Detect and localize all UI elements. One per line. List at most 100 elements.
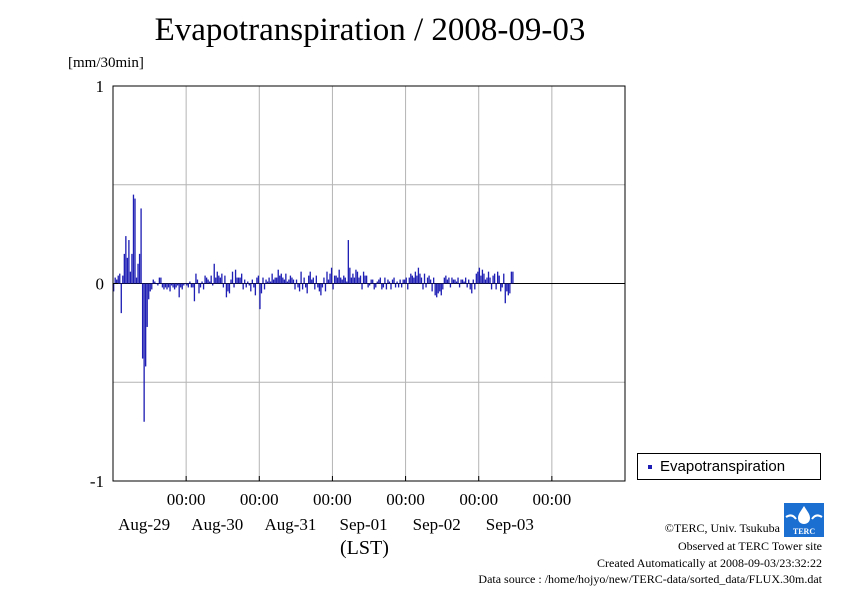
x-tick-day-label: Aug-29 [118,515,170,534]
bar [227,283,229,292]
bar [241,273,243,284]
bar [372,279,374,284]
bar [198,283,200,294]
bar [384,277,386,284]
bar [154,281,156,284]
bar [202,283,205,290]
bar [385,283,388,290]
bar [323,277,325,284]
observed-text: Observed at TERC Tower site [677,539,822,553]
bar [131,253,133,284]
bar [163,283,165,290]
bar [410,273,412,284]
bar [419,273,421,284]
bar [271,273,273,284]
bar [231,271,234,284]
bar [343,275,345,284]
bar [248,283,250,286]
bar [143,283,145,422]
bar [425,283,427,288]
legend-marker [648,465,652,469]
bar [205,277,208,284]
bar [164,283,167,288]
bar [382,283,385,288]
bar [436,283,438,298]
bar [195,273,197,284]
bar [469,283,471,290]
bar [333,275,336,284]
bar [192,283,194,288]
bar [117,275,119,284]
bar [298,283,301,292]
bar [123,253,125,284]
x-tick-day-label: Aug-31 [264,515,316,534]
bar [434,283,436,296]
bar [173,283,176,290]
bar [190,283,193,288]
bar [242,283,244,290]
bar [199,283,202,288]
bar [397,283,400,288]
bar [234,269,237,284]
bar [404,279,406,284]
bar [379,277,381,284]
bar [431,283,433,292]
bar [486,277,488,284]
bar [209,281,211,284]
bar [501,283,503,288]
bar [218,275,220,284]
bar [145,283,147,367]
bar [361,283,363,290]
bar [399,279,401,284]
bar [177,283,179,286]
bar [423,273,426,284]
bar [460,279,462,284]
bar [407,283,409,290]
bar [314,283,316,290]
bar [239,277,241,284]
bar [268,277,270,284]
bar [396,281,398,284]
bar [402,279,404,284]
bar [369,283,371,286]
bar [301,283,304,290]
bar [498,275,500,284]
bar [305,283,307,288]
bar [125,236,127,284]
bar [376,281,378,284]
bar [370,279,372,284]
bar [408,277,410,284]
bar [321,283,324,288]
bar [449,283,452,288]
bar [274,277,276,284]
bar [157,283,159,286]
bar [401,283,403,288]
bar [210,275,212,284]
bar [135,277,138,284]
bar [349,267,351,284]
bar [504,283,506,304]
bar [367,283,369,288]
bar [306,283,308,294]
bar [416,275,418,284]
bar [221,273,223,284]
bar [352,273,354,284]
y-tick-label: 0 [96,275,105,294]
bar [184,283,186,285]
bar [443,277,445,284]
bar [257,275,260,284]
bar [236,277,238,284]
bar [329,273,331,284]
bar [394,283,397,288]
bar [300,271,302,284]
bar [250,283,252,292]
bar [230,279,232,284]
bar [292,279,295,284]
bar [503,273,505,284]
bar [422,283,424,290]
bar [468,279,470,284]
bar [327,279,330,284]
bar [260,283,263,294]
bar [303,277,305,284]
bar [353,277,356,284]
